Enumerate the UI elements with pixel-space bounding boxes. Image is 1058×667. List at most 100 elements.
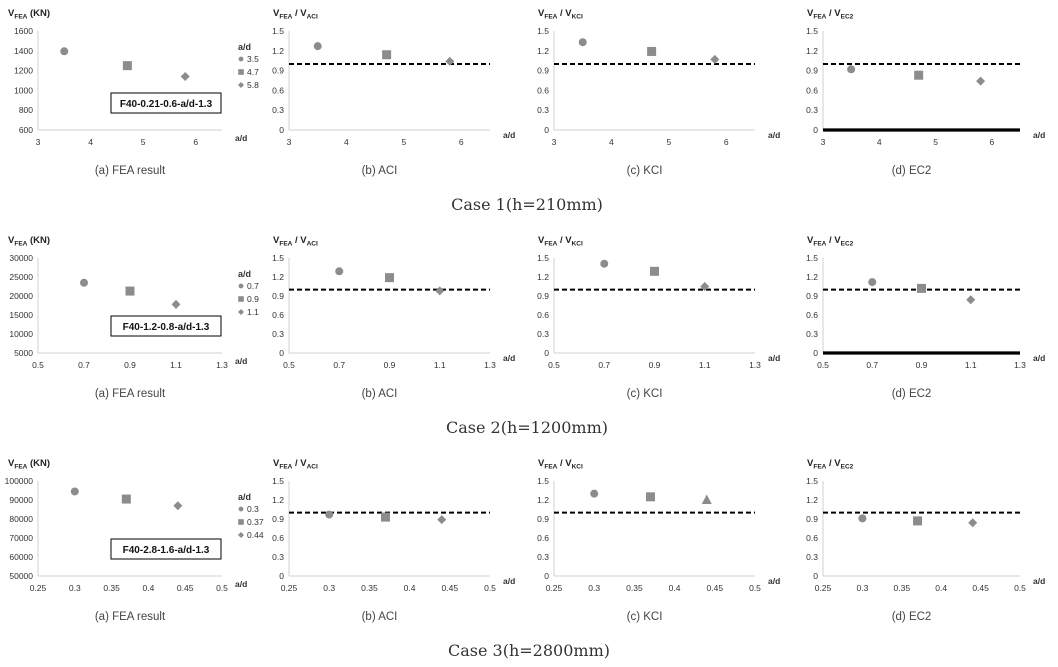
y-axis-label-part: KCI [572, 14, 583, 21]
data-point-square [914, 70, 924, 80]
x-tick-label: 0.7 [598, 360, 610, 370]
y-tick-label: 1.2 [537, 272, 549, 282]
data-point-circle [578, 38, 587, 47]
x-tick-label: 1.3 [749, 360, 761, 370]
y-tick-label: 0 [279, 348, 284, 358]
y-tick-label: 1.2 [272, 495, 284, 505]
y-tick-label: 0.9 [806, 66, 818, 76]
y-tick-label: 1.2 [806, 46, 818, 56]
data-point-square [125, 286, 135, 296]
y-tick-label: 50000 [9, 571, 33, 581]
legend-title: a/d [238, 492, 251, 502]
x-tick-label: 5 [401, 137, 406, 147]
y-axis-label: VFEA / VKCI [538, 458, 583, 471]
x-tick-label: 0.3 [69, 583, 81, 593]
x-tick-label: 0.35 [626, 583, 643, 593]
x-tick-label: 0.5 [749, 583, 761, 593]
x-tick-label: 0.4 [404, 583, 416, 593]
y-axis-label-part: FEA [813, 14, 826, 21]
x-tick-label: 5 [141, 137, 146, 147]
y-tick-label: 0.9 [272, 66, 284, 76]
data-point-circle [590, 489, 599, 498]
y-tick-label: 0 [544, 571, 549, 581]
y-axis-label-part: V [273, 235, 280, 246]
legend-marker [238, 519, 244, 525]
x-tick-label: 0.25 [815, 583, 832, 593]
x-axis-label: a/d [235, 356, 247, 366]
x-tick-label: 5 [933, 137, 938, 147]
y-axis-label-part: FEA [544, 14, 557, 21]
x-tick-label: 0.3 [323, 583, 335, 593]
x-axis-label: a/d [503, 130, 515, 140]
panel-caption: (b) ACI [362, 165, 398, 177]
y-tick-label: 0.6 [272, 533, 284, 543]
y-tick-label: 1.5 [537, 253, 549, 263]
data-point-circle [70, 487, 79, 496]
panel-caption: (a) FEA result [95, 388, 166, 400]
data-point-square [385, 273, 394, 283]
x-tick-label: 1.1 [170, 360, 182, 370]
x-axis-label: a/d [768, 130, 780, 140]
y-tick-label: 600 [19, 125, 33, 135]
x-tick-label: 1.3 [484, 360, 496, 370]
y-tick-label: 0.3 [272, 105, 284, 115]
x-tick-label: 4 [609, 137, 614, 147]
legend-label: 0.37 [247, 517, 264, 527]
y-axis-label-part: FEA [14, 464, 27, 471]
y-axis-label-part: / V [557, 8, 572, 19]
legend-label: 3.5 [247, 54, 259, 64]
y-axis-label-part: / V [557, 458, 572, 469]
panel-c-kci: 0 0.3 0.6 0.9 1.2 1.5 0.25 0.3 0.35 0.4 0.45 0.5 a/d… [537, 458, 780, 623]
specimen-label: F40-1.2-0.8-a/d-1.3 [123, 322, 210, 333]
panel-caption: (c) KCI [627, 165, 663, 177]
y-tick-label: 1.2 [272, 46, 284, 56]
specimen-label: F40-0.21-0.6-a/d-1.3 [120, 99, 213, 110]
specimen-box [110, 92, 222, 114]
legend-marker [238, 309, 244, 315]
data-point-square [645, 492, 655, 502]
y-axis-label: VFEA / VACI [273, 458, 318, 471]
legend-label: 0.44 [247, 530, 264, 540]
x-tick-label: 6 [459, 137, 464, 147]
y-axis-label-part: FEA [544, 241, 557, 248]
y-tick-label: 100000 [5, 476, 34, 486]
x-tick-label: 0.5 [283, 360, 295, 370]
legend-label: 0.3 [247, 504, 259, 514]
x-axis-label: a/d [235, 133, 247, 143]
panel-d-ec2: 0 0.3 0.6 0.9 1.2 1.5 3 4 5 6 a/d VFEA / VEC2 (d) EC… [806, 8, 1045, 177]
case-title: Case 2(h=1200mm) [446, 418, 608, 437]
y-tick-label: 0.9 [537, 291, 549, 301]
y-axis-label-part: FEA [279, 241, 292, 248]
data-point-square [380, 512, 390, 522]
panel-caption: (d) EC2 [892, 611, 932, 623]
data-point-circle [335, 267, 344, 276]
legend-label: 1.1 [247, 307, 259, 317]
y-tick-label: 0 [544, 125, 549, 135]
y-tick-label: 90000 [9, 495, 33, 505]
y-axis-label: VFEA / VKCI [538, 8, 583, 21]
y-tick-label: 25000 [9, 272, 33, 282]
y-axis-label-part: KCI [572, 464, 583, 471]
x-tick-label: 0.45 [707, 583, 724, 593]
y-tick-label: 0.6 [806, 533, 818, 543]
y-axis-label-part: / V [557, 235, 572, 246]
y-tick-label: 70000 [9, 533, 33, 543]
x-axis-label: a/d [768, 576, 780, 586]
y-axis-label-part: EC2 [841, 14, 854, 21]
x-tick-label: 0.4 [669, 583, 681, 593]
y-axis-label-part: EC2 [841, 464, 854, 471]
x-tick-label: 0.5 [32, 360, 44, 370]
y-tick-label: 0.6 [806, 85, 818, 95]
x-axis-label: a/d [1033, 130, 1045, 140]
x-axis-label: a/d [235, 579, 247, 589]
y-tick-label: 0.6 [537, 533, 549, 543]
y-tick-label: 1.2 [272, 272, 284, 282]
y-tick-label: 0.3 [806, 105, 818, 115]
y-axis-label-part: V [8, 235, 15, 246]
y-tick-label: 0.6 [272, 85, 284, 95]
x-tick-label: 0.25 [281, 583, 298, 593]
x-tick-label: 0.25 [30, 583, 47, 593]
legend-label: 0.9 [247, 294, 259, 304]
y-axis-label: VFEA / VKCI [538, 235, 583, 248]
